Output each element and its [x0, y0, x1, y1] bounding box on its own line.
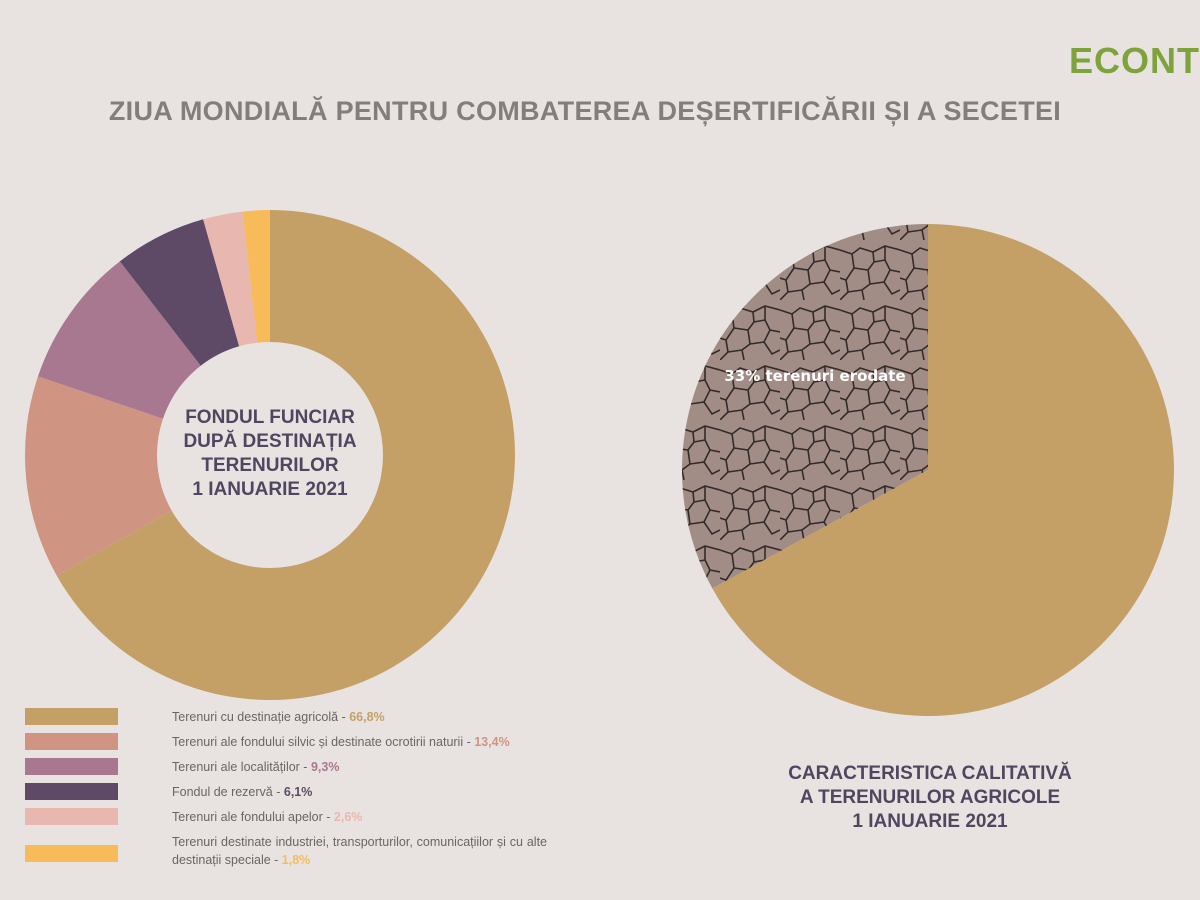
- value-label: 33%: [724, 367, 760, 385]
- legend-text: Terenuri cu destinație agricolă -: [172, 710, 346, 724]
- crack-texture: [682, 223, 928, 589]
- donut-slice: [119, 219, 240, 366]
- legend-item: Terenuri ale fondului apelor - 2,6%: [25, 808, 565, 833]
- value-label: 66,8%: [349, 710, 385, 724]
- legend-swatch: [25, 845, 118, 862]
- legend-item: Terenuri ale localităților - 9,3%: [25, 758, 565, 783]
- page-title: ZIUA MONDIALĂ PENTRU COMBATEREA DEȘERTIF…: [108, 96, 1062, 126]
- text-line: FONDUL FUNCIAR: [185, 407, 355, 428]
- legend-text: Fondul de rezervă -: [172, 785, 281, 799]
- legend-text: Terenuri ale fondului silvic și destinat…: [172, 735, 471, 749]
- legend-swatch: [25, 708, 118, 725]
- legend-label: Fondul de rezervă - 6,1%: [172, 783, 547, 801]
- legend-item: Terenuri destinate industriei, transport…: [25, 833, 565, 873]
- donut-slice: [56, 210, 515, 700]
- text-line: 1 IANUARIE 2021: [192, 479, 348, 500]
- value-label: 1,8%: [281, 853, 311, 867]
- legend-item: Terenuri ale fondului silvic și destinat…: [25, 733, 565, 758]
- legend-swatch: [25, 758, 118, 775]
- legend-item: Terenuri cu destinație agricolă - 66,8%: [25, 708, 565, 733]
- legend-swatch: [25, 783, 118, 800]
- legend-label: Terenuri ale fondului silvic și destinat…: [172, 733, 547, 751]
- logo: ECONT: [1069, 40, 1200, 81]
- legend: Terenuri cu destinație agricolă - 66,8% T…: [25, 708, 565, 873]
- donut-slice: [203, 211, 258, 347]
- legend-label: Terenuri cu destinație agricolă - 66,8%: [172, 708, 547, 726]
- legend-swatch: [25, 733, 118, 750]
- text-line: CARACTERISTICA CALITATIVĂ: [788, 763, 1072, 784]
- text-line: TERENURILOR: [201, 455, 339, 476]
- legend-swatch: [25, 808, 118, 825]
- donut-slice: [242, 210, 270, 343]
- donut-slice: [24, 376, 172, 576]
- legend-label: Terenuri ale localităților - 9,3%: [172, 758, 547, 776]
- category-label: terenuri erodate: [766, 367, 906, 385]
- pie-slice: [712, 224, 1174, 716]
- slice-label: 33% terenuri erodate: [724, 367, 905, 385]
- donut-center-text: FONDUL FUNCIAR DUPĂ DESTINAȚIA TERENURILOR…: [150, 406, 390, 502]
- legend-text: Terenuri destinate industriei, transport…: [172, 835, 547, 867]
- legend-item: Fondul de rezervă - 6,1%: [25, 783, 565, 808]
- text-line: 1 IANUARIE 2021: [852, 811, 1008, 832]
- pie-title: CARACTERISTICA CALITATIVĂ A TERENURILOR A…: [740, 762, 1120, 834]
- value-label: 6,1%: [283, 785, 313, 799]
- legend-text: Terenuri ale fondului apelor -: [172, 810, 331, 824]
- legend-label: Terenuri destinate industriei, transport…: [172, 833, 547, 869]
- value-label: 2,6%: [333, 810, 363, 824]
- legend-label: Terenuri ale fondului apelor - 2,6%: [172, 808, 547, 826]
- legend-text: Terenuri ale localităților -: [172, 760, 308, 774]
- text-line: A TERENURILOR AGRICOLE: [799, 787, 1061, 808]
- text-line: DUPĂ DESTINAȚIA: [183, 431, 357, 452]
- value-label: 9,3%: [310, 760, 340, 774]
- value-label: 13,4%: [474, 735, 510, 749]
- donut-slice: [37, 261, 201, 419]
